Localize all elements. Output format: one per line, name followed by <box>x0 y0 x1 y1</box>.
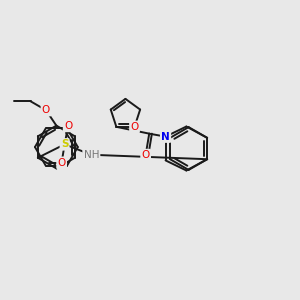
Text: S: S <box>61 140 68 149</box>
Text: NH: NH <box>84 150 99 160</box>
Text: O: O <box>142 150 150 160</box>
Text: O: O <box>64 121 72 131</box>
Text: O: O <box>42 105 50 115</box>
Text: N: N <box>161 132 170 142</box>
Text: O: O <box>58 158 66 168</box>
Text: O: O <box>130 122 139 132</box>
